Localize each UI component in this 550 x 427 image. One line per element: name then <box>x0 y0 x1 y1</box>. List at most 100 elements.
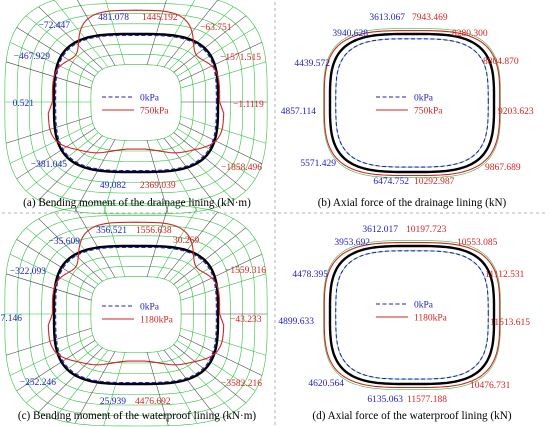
lining-outline <box>328 244 496 386</box>
grid-spoke <box>76 0 116 66</box>
grid-spoke <box>54 0 109 68</box>
panel-caption: (d) Axial force of the waterproof lining… <box>312 410 511 422</box>
grid-ring <box>66 43 206 162</box>
value-label: 4620.564 <box>308 379 344 389</box>
grid-spoke <box>163 211 218 280</box>
grid-spoke <box>54 137 109 208</box>
value-label: 4857.114 <box>281 107 317 117</box>
grid-spoke <box>74 207 116 278</box>
curve-0kpa <box>335 38 489 168</box>
grid-spoke <box>179 41 263 82</box>
value-label: 0.521 <box>13 99 35 109</box>
panel-c: 0kPa 1180kPa 356.521 1556.638 −35.609 30… <box>1 204 268 427</box>
panel-caption: (b) Axial force of the drainage lining (… <box>318 197 507 209</box>
grid-spoke <box>173 344 246 404</box>
value-label: −467.929 <box>14 52 50 62</box>
value-label: 30.269 <box>173 236 199 246</box>
value-label: 11513.615 <box>490 318 530 328</box>
grid-spoke <box>9 122 93 164</box>
value-label: 1556.638 <box>136 226 172 236</box>
panel-caption: (a) Bending moment of the drainage linin… <box>23 197 251 209</box>
value-label: 10292.987 <box>414 177 455 187</box>
grid-spoke <box>156 207 198 278</box>
grid-spoke <box>180 273 266 301</box>
grid-spoke <box>6 273 92 301</box>
value-labels: 3613.067 7943.469 3940.628 8280.300 4439… <box>281 13 534 187</box>
grid-spoke <box>16 27 96 77</box>
grid-lines <box>4 0 268 215</box>
grid-spoke <box>6 115 92 144</box>
value-label: 3612.017 <box>362 225 398 235</box>
result-curves <box>323 30 501 177</box>
value-label: −1.1119 <box>233 100 264 110</box>
legend-label-0kpa: 0kPa <box>140 94 160 104</box>
curve-loaded <box>47 221 225 366</box>
grid-spoke <box>180 115 266 144</box>
grid-ring <box>323 28 501 178</box>
grid-spoke <box>38 135 103 201</box>
grid-spoke <box>176 340 256 392</box>
grid-spoke <box>173 15 246 73</box>
grid-spoke <box>9 253 93 294</box>
grid-spoke <box>176 239 256 289</box>
grid-spoke <box>180 327 266 356</box>
panel-a: 0kPa 750kPa 481.078 1445.192 −72.447 −63… <box>4 0 268 215</box>
curve-0kpa <box>55 34 217 172</box>
grid-spoke <box>26 132 99 192</box>
value-label: −1858.496 <box>221 163 262 173</box>
legend-label-loaded: 1180kPa <box>414 314 448 324</box>
curve-loaded <box>323 242 501 389</box>
value-label: 49.082 <box>100 181 126 191</box>
value-label: 11577.188 <box>407 395 447 405</box>
grid-spoke <box>105 0 126 65</box>
grid-ring <box>78 266 194 364</box>
grid-ring <box>66 255 206 374</box>
grid-ring <box>90 64 182 141</box>
value-label: 6135.063 <box>367 395 403 405</box>
lining-outline <box>328 32 496 174</box>
grid-spoke <box>26 15 99 73</box>
grid-spoke <box>169 135 234 201</box>
value-label: −1559.316 <box>225 266 266 276</box>
value-label: 10197.723 <box>406 225 447 235</box>
grid-spoke <box>54 349 109 420</box>
value-label: −381.045 <box>31 160 67 170</box>
value-label: 9867.689 <box>485 163 521 173</box>
value-label: 356.521 <box>96 226 127 236</box>
grid-ring <box>323 240 501 390</box>
panel-d: 0kPa 1180kPa 3612.017 10197.723 3953.692… <box>278 225 530 422</box>
grid-spoke <box>146 0 167 65</box>
grid-ring <box>4 204 268 427</box>
value-label: 3940.628 <box>332 29 368 39</box>
value-label: 10553.085 <box>457 238 498 248</box>
grid-spoke <box>103 352 126 426</box>
legend: 0kPa 1180kPa <box>102 303 174 326</box>
value-label: 7.146 <box>1 314 23 324</box>
grid-spoke <box>38 347 103 413</box>
value-label: 4439.572 <box>294 59 330 69</box>
legend: 0kPa 750kPa <box>376 94 443 117</box>
value-label: −35.609 <box>49 237 81 247</box>
value-label: 10476.731 <box>470 381 511 391</box>
value-labels: 356.521 1556.638 −35.609 30.269 −322.093… <box>1 226 267 407</box>
grid-spoke <box>179 122 263 164</box>
legend-label-0kpa: 0kPa <box>414 301 434 311</box>
grid-spoke <box>156 0 196 66</box>
grid-spoke <box>38 218 103 282</box>
grid-spoke <box>9 41 93 82</box>
value-label: −72.447 <box>39 21 71 31</box>
grid-spoke <box>179 253 263 294</box>
value-label: 4476.692 <box>135 397 171 407</box>
grid-spoke <box>163 0 218 68</box>
grid-ring <box>335 250 489 380</box>
legend-label-loaded: 1180kPa <box>140 316 174 326</box>
value-label: 3613.067 <box>369 13 405 23</box>
grid-spoke <box>163 349 218 420</box>
grid-spoke <box>176 27 256 77</box>
grid-ring <box>29 225 243 406</box>
panel-b: 0kPa 750kPa 3613.067 7943.469 3940.628 8… <box>281 13 534 209</box>
grid-ring <box>78 54 194 152</box>
result-curves <box>323 242 501 389</box>
value-label: −252.246 <box>20 378 56 388</box>
